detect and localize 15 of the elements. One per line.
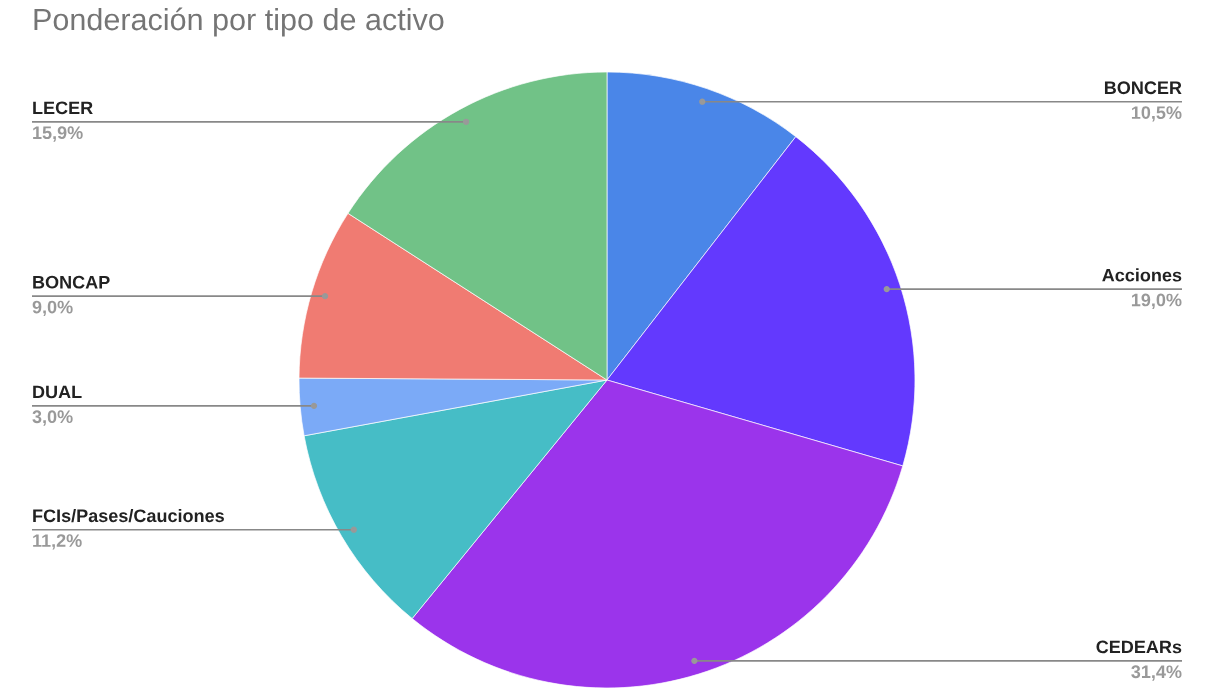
slice-label: Acciones (1102, 268, 1182, 282)
data-label: 31,4% (1131, 665, 1182, 681)
slice-label: BONCER (1104, 81, 1182, 95)
data-label: 15,9% (33, 126, 83, 142)
data-label: 9,0% (32, 300, 73, 317)
data-label: 10,5% (1131, 106, 1182, 122)
slice-label: BONCAP (33, 275, 110, 289)
slice-label: CEDEARs (1096, 640, 1182, 654)
chart-title: Ponderación por tipo de activo (34, 7, 444, 37)
data-label: 11,2% (33, 534, 82, 550)
slice-label: DUAL (33, 385, 82, 399)
slice-label: FCIs/Pases/Cauciones (33, 508, 224, 523)
data-label: 3,0% (32, 410, 73, 426)
data-label: 19,0% (1131, 293, 1182, 309)
slice-label: LECER (33, 101, 93, 115)
